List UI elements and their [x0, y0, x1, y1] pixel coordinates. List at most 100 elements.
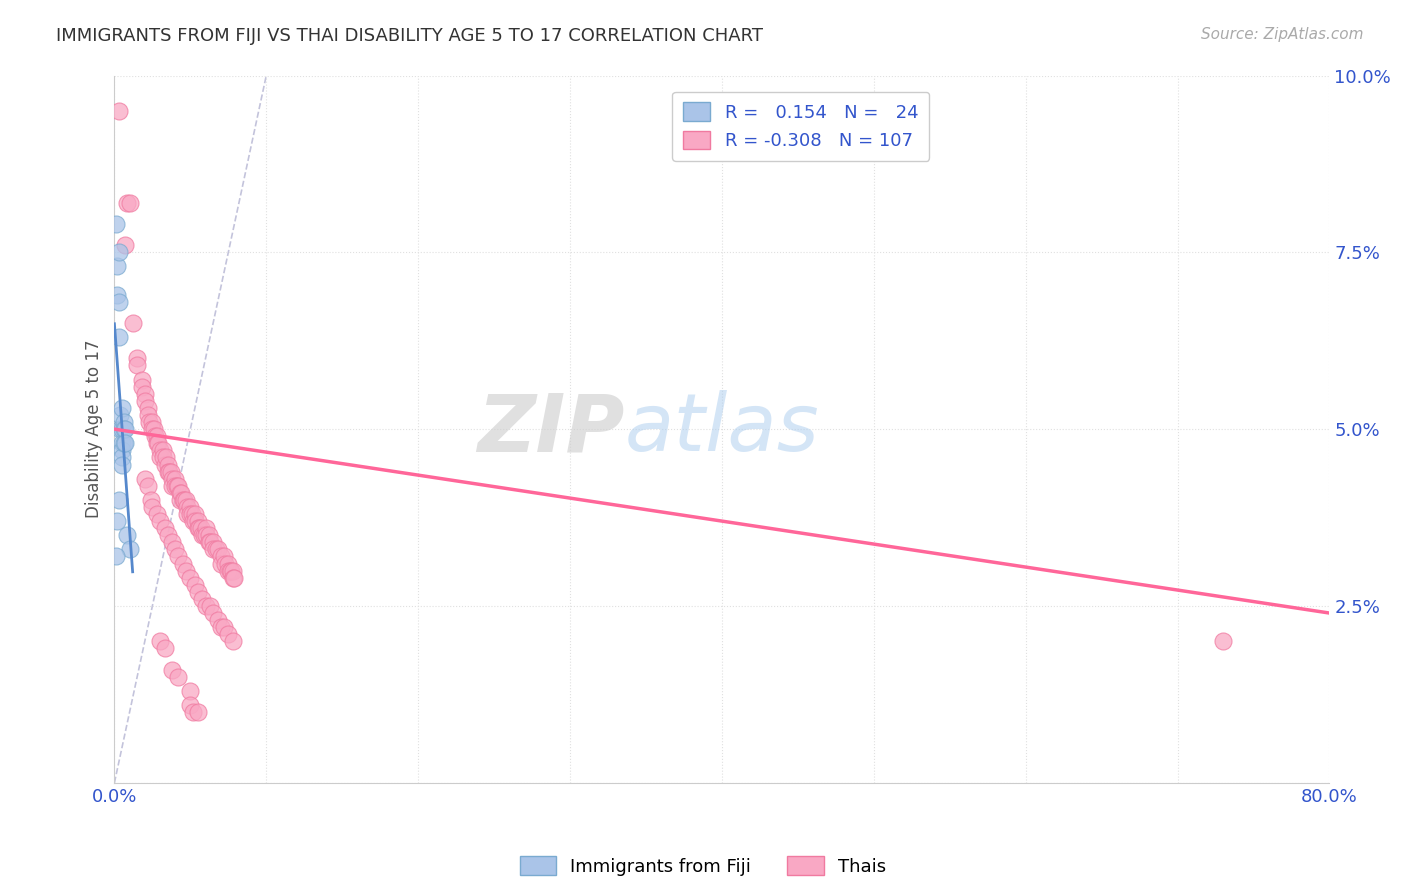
- Point: [183, 705, 205, 719]
- Point: [118, 542, 141, 557]
- Point: [180, 507, 202, 521]
- Point: [110, 422, 132, 436]
- Point: [173, 492, 195, 507]
- Point: [205, 542, 228, 557]
- Point: [110, 408, 132, 422]
- Point: [187, 521, 209, 535]
- Point: [170, 485, 193, 500]
- Point: [156, 458, 179, 472]
- Point: [111, 450, 134, 465]
- Point: [131, 373, 153, 387]
- Point: [127, 351, 149, 366]
- Point: [114, 238, 136, 252]
- Point: [104, 549, 127, 564]
- Point: [153, 458, 176, 472]
- Point: [157, 465, 180, 479]
- Point: [153, 641, 176, 656]
- Point: [111, 443, 134, 458]
- Point: [134, 386, 156, 401]
- Point: [169, 492, 191, 507]
- Point: [127, 359, 149, 373]
- Point: [217, 557, 239, 571]
- Point: [112, 415, 135, 429]
- Point: [224, 571, 246, 585]
- Point: [187, 514, 209, 528]
- Point: [209, 620, 232, 634]
- Point: [194, 528, 217, 542]
- Point: [217, 564, 239, 578]
- Point: [165, 472, 187, 486]
- Point: [152, 443, 174, 458]
- Point: [188, 521, 211, 535]
- Point: [115, 195, 138, 210]
- Point: [136, 408, 159, 422]
- Point: [165, 479, 187, 493]
- Text: atlas: atlas: [624, 390, 820, 468]
- Point: [142, 422, 165, 436]
- Point: [179, 683, 201, 698]
- Point: [191, 528, 214, 542]
- Point: [209, 549, 232, 564]
- Point: [187, 584, 209, 599]
- Point: [174, 564, 197, 578]
- Point: [148, 436, 170, 450]
- Point: [183, 514, 205, 528]
- Point: [221, 564, 243, 578]
- Point: [108, 330, 131, 344]
- Point: [121, 316, 143, 330]
- Point: [156, 528, 179, 542]
- Point: [222, 634, 245, 648]
- Point: [184, 578, 207, 592]
- Point: [156, 465, 179, 479]
- Point: [146, 429, 169, 443]
- Point: [149, 443, 172, 458]
- Point: [190, 521, 212, 535]
- Point: [169, 485, 191, 500]
- Point: [146, 436, 169, 450]
- Point: [152, 450, 174, 465]
- Point: [197, 528, 219, 542]
- Point: [141, 422, 163, 436]
- Point: [167, 549, 190, 564]
- Point: [138, 415, 160, 429]
- Legend: R =   0.154   N =   24, R = -0.308   N = 107: R = 0.154 N = 24, R = -0.308 N = 107: [672, 92, 929, 161]
- Point: [222, 564, 245, 578]
- Point: [108, 103, 131, 118]
- Y-axis label: Disability Age 5 to 17: Disability Age 5 to 17: [86, 340, 103, 518]
- Point: [212, 620, 235, 634]
- Point: [111, 422, 134, 436]
- Point: [179, 507, 201, 521]
- Point: [198, 535, 221, 549]
- Point: [149, 514, 172, 528]
- Point: [179, 698, 201, 712]
- Point: [212, 549, 235, 564]
- Point: [193, 528, 215, 542]
- Point: [112, 436, 135, 450]
- Point: [108, 294, 131, 309]
- Point: [141, 500, 163, 514]
- Point: [217, 627, 239, 641]
- Point: [134, 393, 156, 408]
- Point: [115, 528, 138, 542]
- Point: [172, 557, 194, 571]
- Point: [167, 479, 190, 493]
- Point: [194, 599, 217, 613]
- Point: [160, 479, 183, 493]
- Point: [145, 429, 167, 443]
- Point: [184, 507, 207, 521]
- Point: [104, 217, 127, 231]
- Text: Source: ZipAtlas.com: Source: ZipAtlas.com: [1201, 27, 1364, 42]
- Point: [174, 492, 197, 507]
- Point: [139, 492, 162, 507]
- Point: [179, 500, 201, 514]
- Point: [176, 500, 198, 514]
- Point: [167, 670, 190, 684]
- Point: [108, 492, 131, 507]
- Point: [202, 535, 225, 549]
- Point: [108, 245, 131, 260]
- Text: ZIP: ZIP: [477, 390, 624, 468]
- Point: [118, 195, 141, 210]
- Point: [202, 542, 225, 557]
- Point: [207, 542, 229, 557]
- Point: [176, 507, 198, 521]
